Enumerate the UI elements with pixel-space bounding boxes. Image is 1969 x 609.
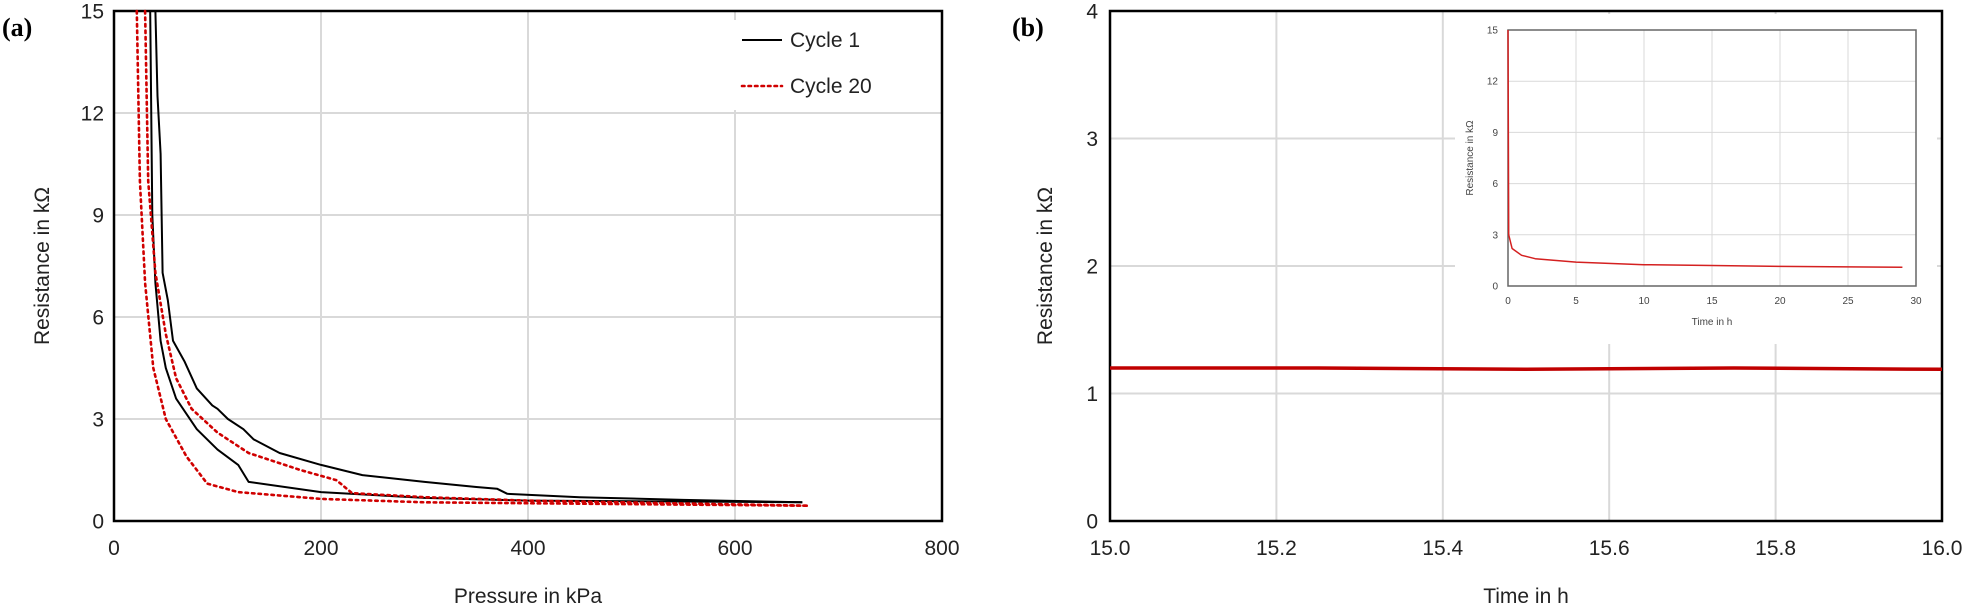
x-tick-label: 400 <box>510 537 545 560</box>
y-axis-label: Resistance in kΩ <box>31 187 54 345</box>
series-line-cycle-1-0 <box>154 10 803 504</box>
plot-frame <box>1108 9 1944 523</box>
x-tick-label: 0 <box>108 537 120 560</box>
x-tick-label: 15.6 <box>1589 537 1630 560</box>
x-tick-label: 20 <box>1774 296 1786 307</box>
panel-label-a: (a) <box>2 13 32 42</box>
chart-a: 0 200 400 600 800 0 3 6 9 12 15 Pressure in kPa Resi… <box>2 0 960 608</box>
y-tick-label: 6 <box>1492 179 1498 190</box>
x-tick-label: 15.0 <box>1090 537 1131 560</box>
inset-background <box>1455 14 1937 344</box>
y-tick-label: 9 <box>1492 128 1498 139</box>
chart-b-inset: 0 5 10 15 20 25 30 0 3 6 9 12 15 Time in h Resistance … <box>1455 14 1937 344</box>
y-tick-label: 2 <box>1086 255 1098 278</box>
y-tick-label: 0 <box>1492 282 1498 293</box>
x-tick-label: 800 <box>924 537 959 560</box>
x-tick-label: 15 <box>1706 296 1718 307</box>
x-axis-label: Time in h <box>1483 585 1569 608</box>
y-tick-label: 12 <box>81 102 104 125</box>
y-tick-label: 9 <box>92 204 104 227</box>
y-tick-label: 3 <box>92 408 104 431</box>
x-tick-label: 15.8 <box>1755 537 1796 560</box>
panel-label-b: (b) <box>1012 13 1044 42</box>
y-tick-label: 15 <box>1487 26 1499 37</box>
y-axis-label: Resistance in kΩ <box>1465 120 1476 196</box>
x-tick-label: 10 <box>1638 296 1650 307</box>
y-tick-label: 6 <box>92 306 104 329</box>
x-tick-label: 15.4 <box>1422 537 1463 560</box>
series-line-cycle-20-1 <box>135 9 809 507</box>
y-tick-label: 12 <box>1487 77 1499 88</box>
x-tick-label: 600 <box>717 537 752 560</box>
y-tick-label: 0 <box>1086 510 1098 533</box>
x-tick-label: 0 <box>1505 296 1511 307</box>
y-tick-label: 3 <box>1086 128 1098 151</box>
x-tick-label: 30 <box>1910 296 1922 307</box>
y-tick-label: 1 <box>1086 383 1098 406</box>
series-line-cycle-1-1 <box>149 10 803 504</box>
legend-label-cycle-20: Cycle 20 <box>790 75 872 98</box>
series-line-cycle-20-0 <box>143 9 809 507</box>
legend-background <box>725 20 935 110</box>
legend: Cycle 1 Cycle 20 <box>725 20 935 110</box>
series-line-resistance-0 <box>1110 366 1943 372</box>
x-tick-label: 16.0 <box>1922 537 1963 560</box>
x-tick-label: 200 <box>303 537 338 560</box>
x-tick-label: 25 <box>1842 296 1854 307</box>
y-tick-label: 15 <box>81 0 104 23</box>
y-tick-label: 3 <box>1492 230 1498 241</box>
x-tick-label: 5 <box>1573 296 1579 307</box>
y-axis-label: Resistance in kΩ <box>1034 187 1057 345</box>
x-tick-label: 15.2 <box>1256 537 1297 560</box>
y-tick-label: 0 <box>92 510 104 533</box>
plot-frame <box>112 9 944 523</box>
legend-label-cycle-1: Cycle 1 <box>790 29 860 52</box>
series-line-resistance-0 <box>1507 29 1903 268</box>
y-tick-label: 4 <box>1086 0 1098 23</box>
x-axis-label: Pressure in kPa <box>454 585 603 608</box>
x-axis-label: Time in h <box>1692 317 1733 328</box>
